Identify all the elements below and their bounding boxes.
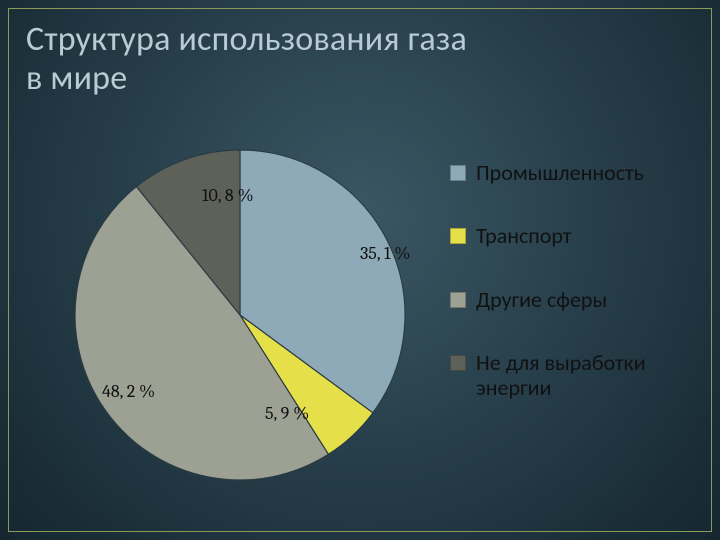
pie-slice-label-industry: 35, 1 % <box>360 243 410 264</box>
pie-slice-label-nonenergy: 10, 8 % <box>202 185 254 206</box>
legend-item-industry: Промышленность <box>450 160 700 185</box>
legend-item-other: Другие сферы <box>450 287 700 312</box>
pie-chart: 35, 1 % 5, 9 % 48, 2 % 10, 8 % <box>70 145 410 485</box>
legend-label-industry: Промышленность <box>476 160 700 185</box>
legend-label-transport: Транспорт <box>476 223 700 248</box>
legend-label-nonenergy: Не для выработки энергии <box>476 350 700 401</box>
pie-slice-label-transport: 5, 9 % <box>265 403 309 424</box>
legend-item-transport: Транспорт <box>450 223 700 248</box>
legend-swatch-nonenergy <box>450 355 466 371</box>
legend-swatch-other <box>450 292 466 308</box>
page-title: Структура использования газав мире <box>26 20 467 98</box>
legend: Промышленность Транспорт Другие сферы Не дл… <box>450 160 700 438</box>
legend-label-other: Другие сферы <box>476 287 700 312</box>
pie-slice-label-other: 48, 2 % <box>102 381 155 402</box>
legend-item-nonenergy: Не для выработки энергии <box>450 350 700 401</box>
legend-swatch-transport <box>450 228 466 244</box>
legend-swatch-industry <box>450 165 466 181</box>
slide: Структура использования газав мире 35, 1… <box>0 0 720 540</box>
